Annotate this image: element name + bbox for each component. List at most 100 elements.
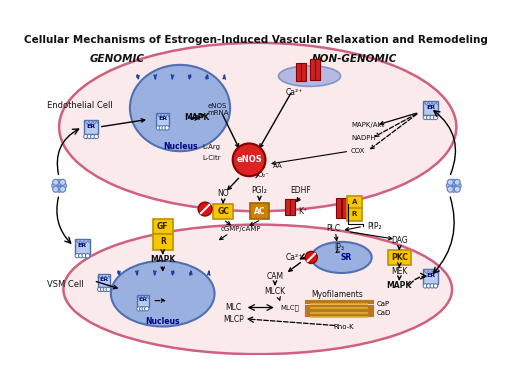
Text: NO: NO	[218, 189, 229, 198]
Ellipse shape	[311, 242, 372, 273]
Text: ER: ER	[426, 273, 435, 278]
Text: CaP: CaP	[377, 301, 390, 307]
Text: ER: ER	[426, 105, 435, 110]
Circle shape	[426, 115, 431, 120]
Circle shape	[159, 126, 163, 130]
Text: PLC: PLC	[326, 224, 340, 234]
Text: ER: ER	[158, 116, 167, 121]
Circle shape	[430, 115, 434, 120]
Circle shape	[198, 202, 212, 216]
FancyBboxPatch shape	[137, 295, 149, 307]
Text: NADPH: NADPH	[351, 135, 376, 141]
Circle shape	[97, 287, 102, 291]
FancyBboxPatch shape	[342, 199, 347, 218]
FancyBboxPatch shape	[301, 63, 306, 81]
Text: L-Citr: L-Citr	[202, 155, 221, 161]
Circle shape	[75, 253, 79, 258]
Text: PKC: PKC	[391, 253, 408, 262]
Text: MEK: MEK	[391, 267, 408, 276]
Circle shape	[454, 186, 460, 192]
Text: K⁺: K⁺	[298, 207, 307, 216]
FancyBboxPatch shape	[97, 274, 111, 287]
Text: Rho-K: Rho-K	[334, 323, 354, 330]
Text: MLCK: MLCK	[264, 288, 286, 296]
FancyBboxPatch shape	[296, 63, 301, 81]
Circle shape	[142, 307, 146, 311]
Text: MAPK: MAPK	[387, 280, 412, 290]
Text: GENOMIC: GENOMIC	[90, 54, 144, 64]
Text: NON-GENOMIC: NON-GENOMIC	[312, 54, 397, 64]
Text: SR: SR	[340, 253, 351, 262]
Text: MLC: MLC	[225, 303, 242, 312]
Text: Myofilaments: Myofilaments	[311, 290, 363, 299]
Text: MLCP: MLCP	[223, 315, 244, 324]
Circle shape	[60, 183, 67, 189]
Circle shape	[434, 115, 438, 120]
FancyBboxPatch shape	[290, 199, 295, 215]
FancyBboxPatch shape	[153, 219, 173, 234]
Ellipse shape	[59, 43, 456, 211]
Text: A: A	[352, 199, 357, 205]
FancyBboxPatch shape	[423, 101, 438, 115]
Text: DAG: DAG	[391, 236, 408, 245]
Text: AA: AA	[273, 163, 283, 169]
FancyBboxPatch shape	[347, 196, 362, 209]
Text: ER: ER	[87, 124, 96, 129]
Text: R: R	[160, 237, 166, 247]
FancyBboxPatch shape	[336, 199, 342, 218]
FancyBboxPatch shape	[285, 199, 289, 215]
FancyBboxPatch shape	[153, 234, 173, 250]
Text: MAPK: MAPK	[184, 113, 209, 122]
Circle shape	[100, 287, 105, 291]
Circle shape	[305, 251, 317, 264]
Circle shape	[84, 134, 88, 139]
Text: ER: ER	[99, 277, 109, 282]
Text: VSM Cell: VSM Cell	[47, 280, 84, 290]
Text: cGMP/cAMP: cGMP/cAMP	[220, 226, 261, 232]
Circle shape	[423, 284, 428, 288]
Circle shape	[426, 284, 431, 288]
Text: L-Arg: L-Arg	[203, 144, 221, 150]
Circle shape	[430, 284, 434, 288]
Text: CaD: CaD	[377, 310, 391, 316]
Text: Cellular Mechanisms of Estrogen-Induced Vascular Relaxation and Remodeling: Cellular Mechanisms of Estrogen-Induced …	[24, 35, 488, 45]
Circle shape	[137, 307, 141, 311]
Circle shape	[86, 253, 90, 258]
Circle shape	[87, 134, 92, 139]
Polygon shape	[159, 234, 166, 238]
Circle shape	[59, 179, 66, 185]
Circle shape	[447, 179, 453, 185]
Circle shape	[106, 287, 111, 291]
Circle shape	[434, 284, 438, 288]
Ellipse shape	[279, 66, 340, 86]
Text: GC: GC	[217, 207, 229, 216]
FancyBboxPatch shape	[423, 269, 438, 284]
Circle shape	[56, 179, 62, 185]
Circle shape	[94, 134, 98, 139]
FancyBboxPatch shape	[84, 120, 98, 134]
FancyBboxPatch shape	[75, 239, 90, 253]
Text: AC: AC	[254, 207, 265, 216]
FancyBboxPatch shape	[347, 208, 362, 221]
FancyBboxPatch shape	[249, 203, 269, 219]
FancyBboxPatch shape	[156, 113, 169, 126]
Circle shape	[423, 115, 428, 120]
Text: ER: ER	[78, 243, 87, 248]
Circle shape	[91, 134, 95, 139]
Circle shape	[144, 307, 149, 311]
Circle shape	[52, 183, 58, 189]
Text: eNOS
mRNA: eNOS mRNA	[208, 103, 229, 116]
FancyBboxPatch shape	[388, 250, 411, 265]
Text: CAM: CAM	[266, 272, 284, 281]
Circle shape	[59, 186, 66, 192]
Circle shape	[103, 287, 108, 291]
Circle shape	[451, 186, 457, 192]
FancyBboxPatch shape	[214, 204, 233, 219]
Text: Endothelial Cell: Endothelial Cell	[47, 101, 113, 110]
Circle shape	[56, 186, 62, 192]
Circle shape	[455, 183, 461, 189]
Ellipse shape	[63, 225, 452, 354]
FancyBboxPatch shape	[310, 59, 314, 80]
Text: R: R	[352, 211, 357, 217]
Text: Ca²⁺: Ca²⁺	[285, 253, 303, 262]
